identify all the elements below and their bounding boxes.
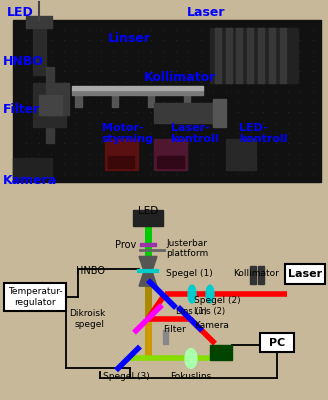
Bar bbox=[33, 83, 66, 127]
Polygon shape bbox=[139, 256, 157, 286]
Bar bbox=[33, 20, 46, 75]
Bar bbox=[215, 28, 221, 83]
Text: Laser: Laser bbox=[288, 269, 322, 279]
Text: Filter: Filter bbox=[163, 325, 186, 334]
Bar bbox=[75, 95, 82, 107]
Bar bbox=[250, 266, 256, 284]
Bar bbox=[154, 103, 220, 123]
Text: Spegel (1): Spegel (1) bbox=[166, 269, 213, 278]
Text: Laser-
kontroll: Laser- kontroll bbox=[171, 123, 219, 144]
Text: Kollimator: Kollimator bbox=[144, 71, 216, 84]
Text: Linser: Linser bbox=[108, 32, 151, 45]
Bar bbox=[140, 242, 156, 246]
Bar bbox=[13, 158, 52, 178]
Text: LED-
kontroll: LED- kontroll bbox=[239, 123, 288, 144]
Text: Spegel (2): Spegel (2) bbox=[194, 296, 241, 305]
Ellipse shape bbox=[188, 285, 196, 303]
Text: Fokuslins: Fokuslins bbox=[170, 372, 212, 381]
Bar bbox=[269, 28, 275, 83]
Text: Kamera: Kamera bbox=[194, 321, 229, 330]
Bar bbox=[39, 95, 62, 115]
Text: Dikroisk
spegel: Dikroisk spegel bbox=[69, 309, 105, 328]
Bar bbox=[112, 95, 118, 107]
Bar bbox=[285, 264, 325, 284]
Bar bbox=[163, 330, 168, 344]
Text: LED: LED bbox=[138, 206, 158, 216]
Text: Spegel (3): Spegel (3) bbox=[103, 372, 149, 381]
Text: Motor-
styrning: Motor- styrning bbox=[102, 123, 154, 144]
Bar bbox=[108, 156, 134, 168]
Text: HNBO: HNBO bbox=[3, 56, 44, 68]
Bar bbox=[247, 28, 253, 83]
Text: Lins (1): Lins (1) bbox=[176, 307, 208, 316]
Bar bbox=[184, 95, 190, 107]
Bar bbox=[13, 20, 321, 182]
Text: Justerbar
plattform: Justerbar plattform bbox=[166, 239, 208, 258]
Bar bbox=[280, 28, 286, 83]
Text: Kollimator: Kollimator bbox=[233, 269, 279, 278]
Text: Temperatur-
regulator: Temperatur- regulator bbox=[8, 287, 62, 307]
Bar bbox=[105, 139, 138, 170]
Text: Lins (2): Lins (2) bbox=[195, 307, 226, 316]
Text: Kamera: Kamera bbox=[3, 174, 57, 187]
Bar bbox=[154, 139, 187, 170]
Bar bbox=[72, 86, 203, 90]
Bar bbox=[72, 90, 203, 95]
Bar bbox=[26, 16, 52, 28]
Ellipse shape bbox=[185, 348, 197, 368]
Text: Filter: Filter bbox=[3, 103, 41, 116]
Bar bbox=[260, 333, 294, 352]
Text: Laser: Laser bbox=[187, 6, 225, 19]
Bar bbox=[4, 283, 66, 311]
Bar bbox=[46, 83, 69, 115]
Text: LED: LED bbox=[7, 6, 33, 19]
Bar bbox=[148, 95, 154, 107]
Bar bbox=[258, 28, 264, 83]
Bar bbox=[236, 28, 242, 83]
Bar bbox=[133, 210, 163, 226]
Bar bbox=[157, 156, 184, 168]
Bar bbox=[210, 28, 298, 83]
Text: Prov: Prov bbox=[115, 240, 136, 250]
Text: PC: PC bbox=[269, 338, 285, 348]
Bar bbox=[210, 344, 232, 360]
Bar bbox=[226, 28, 232, 83]
Bar bbox=[258, 266, 264, 284]
Text: HNBO: HNBO bbox=[76, 266, 105, 276]
Ellipse shape bbox=[206, 285, 214, 303]
Bar bbox=[213, 99, 226, 127]
Bar bbox=[46, 67, 54, 142]
Bar bbox=[226, 139, 256, 170]
